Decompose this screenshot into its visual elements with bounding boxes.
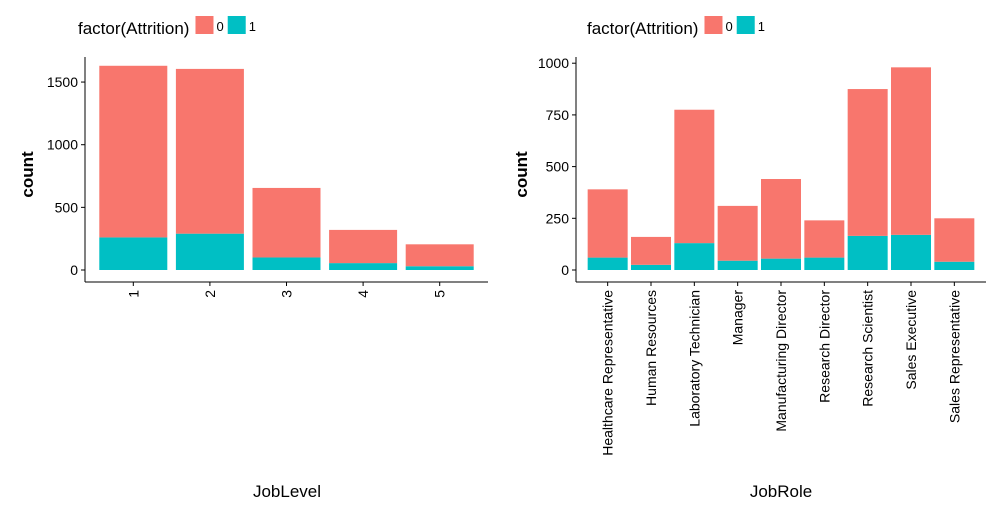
legend-key-1 <box>736 16 755 34</box>
x-tick-label: Human Resources <box>643 290 659 406</box>
y-tick-label: 0 <box>561 262 569 278</box>
bar-0-3 <box>717 205 758 261</box>
bar-1-4 <box>405 266 474 270</box>
x-axis-title: JobLevel <box>253 482 321 501</box>
bar-1-1 <box>175 233 244 270</box>
chart-panel-1: factor(Attrition) 0 1 0 500 1000 1500 1 2 3 4 5 JobL… <box>18 16 488 501</box>
legend-label-0: 0 <box>725 19 732 34</box>
x-tick-label: 1 <box>125 290 141 298</box>
legend: factor(Attrition) 0 1 <box>587 16 765 38</box>
bar-1-0 <box>587 257 628 270</box>
bar-1-2 <box>252 257 321 270</box>
bar-0-6 <box>847 89 888 236</box>
bar-0-5 <box>804 220 845 258</box>
x-tick-label: 3 <box>279 290 295 298</box>
legend-label-0: 0 <box>216 19 223 34</box>
bar-0-2 <box>252 187 321 258</box>
x-axis-title: JobRole <box>750 482 812 501</box>
bar-1-4 <box>761 258 801 270</box>
bar-0-7 <box>891 67 931 235</box>
legend-key-0 <box>195 16 214 34</box>
legend-label-1: 1 <box>249 19 256 34</box>
x-tick-label: Sales Representative <box>946 290 962 423</box>
x-tick-label: Sales Executive <box>903 290 919 390</box>
bar-1-6 <box>847 235 888 270</box>
bar-0-0 <box>99 65 168 238</box>
y-tick-label: 750 <box>546 107 570 123</box>
x-tick-label: Manufacturing Director <box>773 290 789 432</box>
bar-1-1 <box>631 264 671 270</box>
bar-1-2 <box>674 243 715 270</box>
y-axis-title: count <box>18 151 37 198</box>
x-tick-label: 2 <box>202 290 218 298</box>
bar-1-3 <box>717 260 758 270</box>
bar-0-8 <box>934 218 975 262</box>
chart-panel-2: factor(Attrition) 0 1 0 250 500 750 1000 Healthc… <box>512 16 986 501</box>
x-tick-label: 4 <box>355 290 371 298</box>
legend-label-1: 1 <box>758 19 765 34</box>
bar-0-0 <box>587 189 628 258</box>
y-tick-label: 1500 <box>47 74 78 90</box>
legend: factor(Attrition) 0 1 <box>78 16 256 38</box>
x-tick-label: Manager <box>730 290 746 346</box>
bar-0-1 <box>631 236 671 265</box>
y-tick-label: 500 <box>546 159 570 175</box>
x-tick-label: 5 <box>432 290 448 298</box>
legend-title: factor(Attrition) <box>78 19 189 38</box>
bar-1-5 <box>804 257 845 270</box>
bar-0-3 <box>329 229 398 264</box>
y-tick-label: 250 <box>546 210 570 226</box>
x-tick-label: Research Director <box>816 290 832 403</box>
y-tick-label: 500 <box>55 199 79 215</box>
bar-0-4 <box>761 179 801 259</box>
y-tick-label: 1000 <box>538 55 569 71</box>
x-tick-label: Laboratory Technician <box>686 290 702 427</box>
x-tick-label: Healthcare Representative <box>600 290 616 456</box>
bar-1-7 <box>891 234 931 270</box>
bar-1-8 <box>934 261 975 270</box>
legend-key-0 <box>704 16 723 34</box>
bar-1-3 <box>329 263 398 270</box>
y-axis-title: count <box>512 151 531 198</box>
y-tick-label: 1000 <box>47 137 78 153</box>
legend-title: factor(Attrition) <box>587 19 698 38</box>
bar-0-1 <box>175 68 244 234</box>
bar-0-2 <box>674 109 715 244</box>
bar-0-4 <box>405 244 474 267</box>
bar-1-0 <box>99 237 168 270</box>
x-tick-label: Research Scientist <box>860 290 876 407</box>
legend-key-1 <box>227 16 246 34</box>
y-tick-label: 0 <box>70 262 78 278</box>
